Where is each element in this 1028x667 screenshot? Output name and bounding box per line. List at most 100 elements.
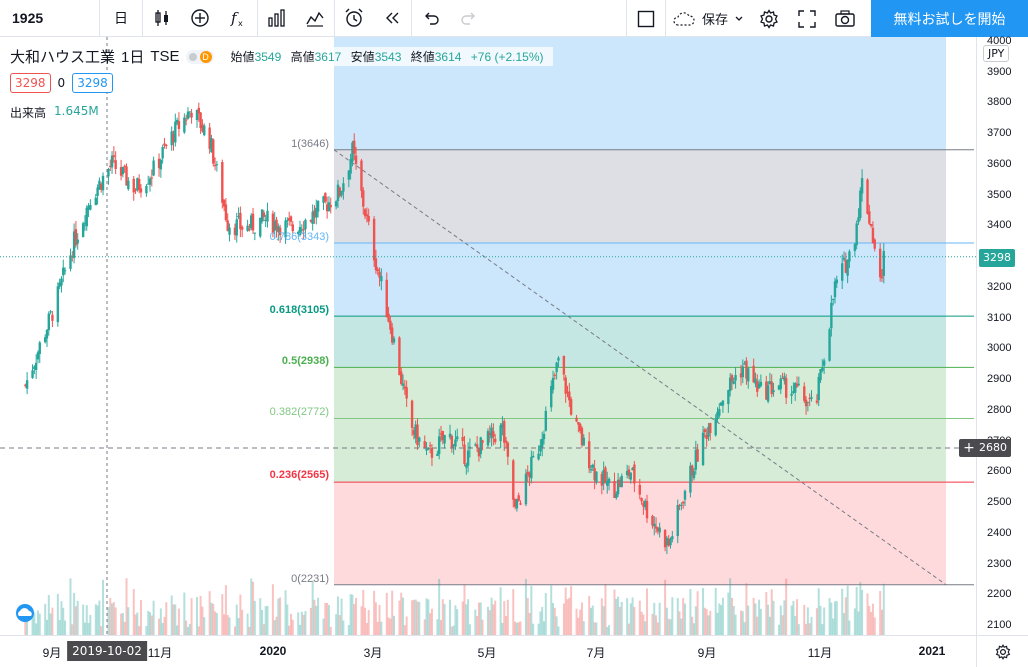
- alert-button[interactable]: [335, 0, 373, 37]
- chart-pane[interactable]: 大和ハウス工業 1日 TSE D 始値3549 高値3617 安値3543 終値…: [0, 37, 976, 635]
- volume-bar: [327, 605, 330, 635]
- sell-price-box[interactable]: 3298: [10, 73, 51, 93]
- candle-body: [860, 178, 864, 194]
- last-price-label: 3298: [979, 249, 1015, 267]
- replay-button[interactable]: [373, 0, 411, 37]
- candle-body: [51, 314, 54, 321]
- volume-bar: [702, 588, 705, 635]
- news-cloud-icon[interactable]: [12, 603, 38, 623]
- volume-bar: [689, 589, 692, 635]
- candle-body: [694, 449, 698, 470]
- candle-body: [804, 399, 808, 407]
- volume-bar: [656, 622, 659, 635]
- market-status-badge[interactable]: D: [185, 49, 214, 64]
- candle-body: [618, 479, 622, 487]
- redo-button[interactable]: [450, 0, 488, 37]
- volume-bar: [94, 604, 97, 635]
- interval-button[interactable]: 日: [114, 11, 128, 27]
- candle-body: [517, 495, 520, 501]
- fullscreen-button[interactable]: [788, 0, 826, 37]
- candle-body: [212, 139, 215, 164]
- candle-body: [329, 205, 332, 208]
- candle-body: [815, 400, 819, 403]
- symbol-search-button[interactable]: 1925: [0, 0, 100, 37]
- save-button[interactable]: 保存: [666, 0, 750, 37]
- time-tick: 9月: [697, 646, 717, 660]
- candle-body: [336, 184, 340, 201]
- candle-body: [873, 239, 876, 249]
- volume-bar: [74, 606, 77, 635]
- candle-body: [365, 214, 369, 217]
- candle-body: [575, 417, 578, 422]
- candle-body: [327, 202, 331, 211]
- candle-body: [620, 475, 623, 488]
- volume-bar: [351, 594, 354, 635]
- candle-body: [203, 125, 206, 136]
- volume-bar: [796, 599, 799, 635]
- volume-bar: [792, 600, 795, 635]
- snapshot-button[interactable]: [826, 0, 864, 37]
- volume-bar: [476, 616, 479, 635]
- volume-bar: [195, 597, 198, 635]
- symbol-name[interactable]: 大和ハウス工業: [10, 49, 116, 66]
- candle-body: [783, 376, 786, 381]
- settings-button[interactable]: [750, 0, 788, 37]
- open-value: 3549: [254, 50, 282, 64]
- candle-body: [878, 248, 882, 278]
- axis-settings-button[interactable]: [976, 635, 1028, 667]
- compare-button[interactable]: [181, 0, 219, 37]
- volume-bar: [349, 594, 352, 635]
- candle-body: [466, 450, 470, 466]
- candle-body: [197, 107, 201, 114]
- volume-bar: [197, 626, 200, 635]
- candle-body: [322, 196, 325, 203]
- candle-body: [564, 377, 567, 394]
- volume-bar: [71, 624, 74, 635]
- financials-button[interactable]: [258, 0, 296, 37]
- volume-bar: [604, 583, 607, 635]
- volume-bar: [582, 621, 585, 635]
- candle-body: [568, 391, 571, 401]
- volume-bar: [552, 603, 555, 635]
- volume-bar: [617, 596, 620, 635]
- volume-bar: [161, 623, 164, 635]
- gear-icon: [760, 8, 778, 29]
- volume-bar: [313, 599, 316, 635]
- volume-bar: [31, 612, 34, 635]
- candle-body: [174, 121, 177, 143]
- price-chart[interactable]: [0, 37, 976, 635]
- add-alert-plus-icon[interactable]: +: [963, 440, 975, 456]
- candle-body: [846, 259, 849, 276]
- candle-body: [656, 527, 660, 532]
- time-axis[interactable]: 9月 11月 2020 3月 5月 7月 9月 11月 2021 2019-10…: [0, 635, 976, 667]
- volume-bar: [671, 597, 674, 635]
- indicators-button[interactable]: f x: [219, 0, 257, 37]
- candles-style-button[interactable]: [143, 0, 181, 37]
- candle-body: [810, 397, 813, 399]
- volume-bar: [145, 626, 148, 635]
- price-axis[interactable]: 4000390038003700360035003400330032003100…: [959, 35, 1028, 635]
- candle-body: [100, 183, 103, 190]
- templates-button[interactable]: [296, 0, 334, 37]
- undo-button[interactable]: [412, 0, 450, 37]
- start-trial-button[interactable]: 無料お試しを開始: [871, 0, 1028, 37]
- candle-body: [405, 387, 408, 399]
- candle-body: [494, 438, 497, 443]
- volume-bar: [250, 578, 253, 635]
- currency-label[interactable]: JPY: [983, 45, 1010, 62]
- volume-bar: [683, 603, 686, 635]
- candle-body: [334, 201, 338, 207]
- volume-bar: [35, 623, 38, 635]
- buy-price-box[interactable]: 3298: [72, 73, 113, 93]
- candle-body: [316, 200, 320, 212]
- volume-bar: [499, 587, 502, 635]
- volume-bar: [566, 599, 569, 635]
- volume-bar: [338, 615, 341, 635]
- volume-bar: [190, 598, 193, 635]
- volume-bar: [768, 616, 771, 635]
- volume-bar: [392, 615, 395, 635]
- volume-bar: [608, 625, 611, 635]
- layout-button[interactable]: [627, 0, 665, 37]
- candle-body: [123, 165, 126, 167]
- candle-body: [703, 429, 707, 433]
